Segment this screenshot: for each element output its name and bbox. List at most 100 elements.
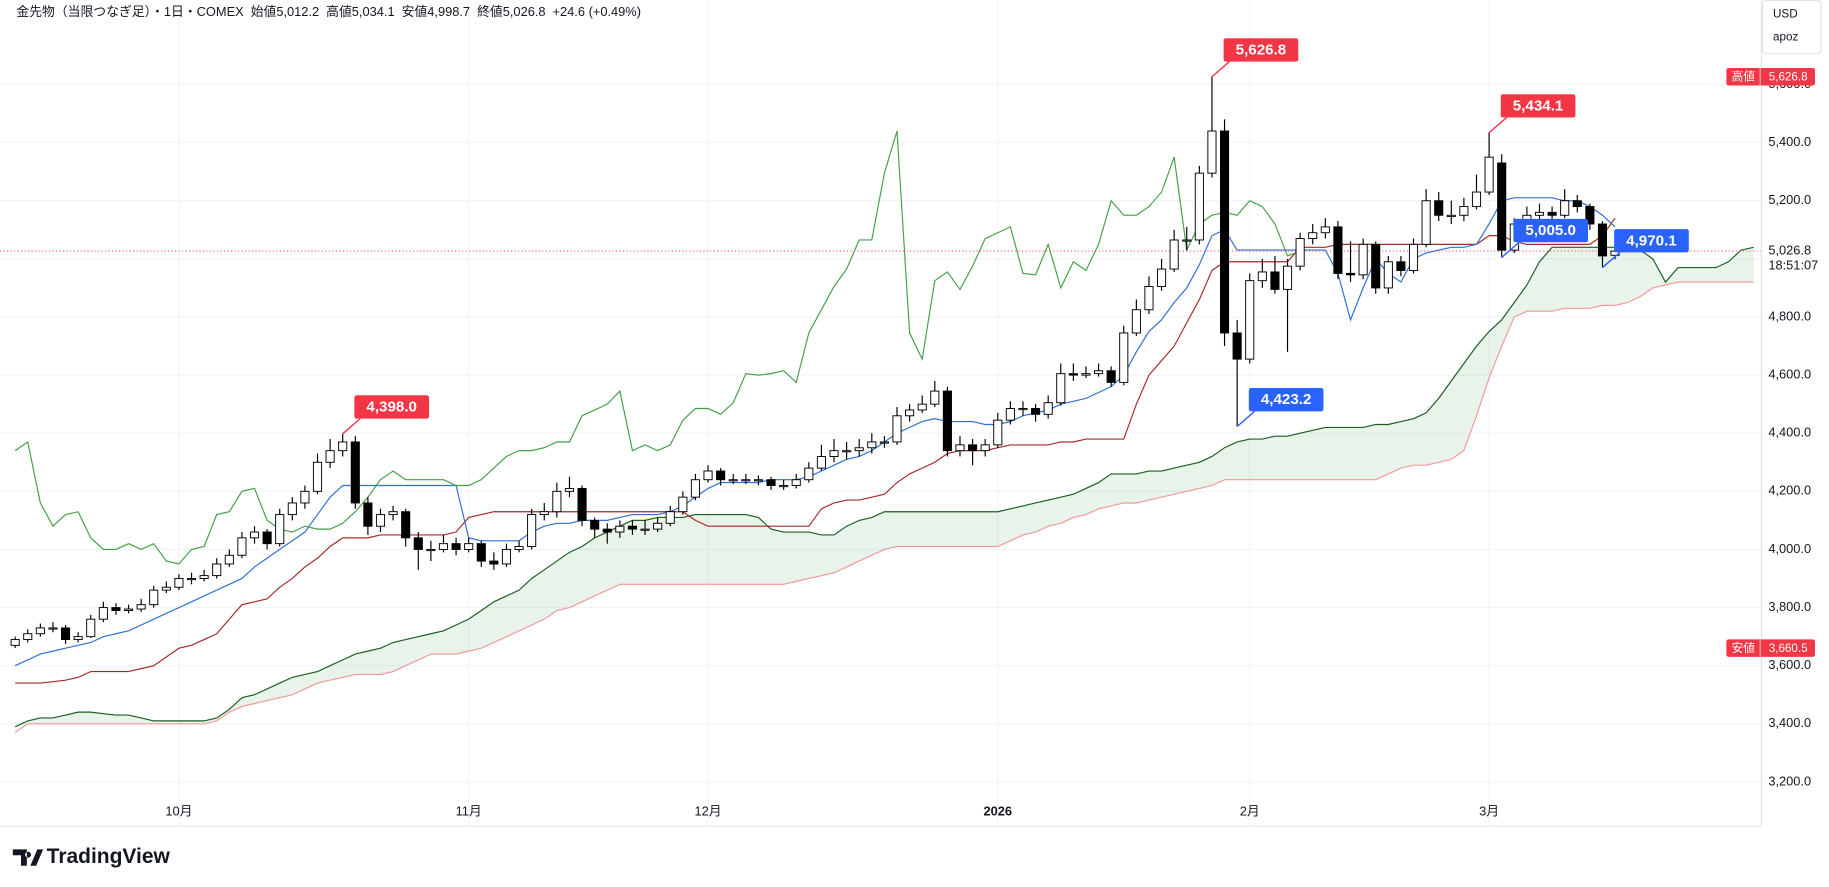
annotation-pointer [1501,241,1520,258]
candle-body [804,467,814,481]
cloud-fill [897,511,910,547]
candle-body [401,511,411,539]
cloud-fill [443,625,457,655]
cloud-fill [1375,424,1389,480]
candle-body [224,554,234,565]
ohlc-value: 5,034.1 [352,4,395,19]
candle-body [1094,370,1104,375]
candle-body [539,511,549,516]
cloud-fill [758,517,772,585]
candle-body [640,528,650,531]
annotation-box [1500,94,1576,118]
cloud-fill [1048,497,1061,527]
cloud-fill [1564,247,1578,309]
x-tick-label: 11月 [456,803,482,818]
cloud-fill [846,520,860,567]
candle-body [1081,373,1091,376]
price-tag-value: 3,660.5 [1769,642,1808,655]
cloud-fill [191,720,205,724]
candle-body [1131,309,1141,334]
candle-body [426,548,436,552]
candle-body [1018,408,1028,411]
candle-body [1157,268,1167,287]
candle-body [1106,370,1116,383]
candle-body [98,607,108,620]
candle-body [350,441,360,504]
cloud-fill [1678,267,1691,283]
candle-body [1308,232,1318,239]
candle-body [980,444,990,452]
candle-body [275,514,285,545]
candle-body [161,586,171,591]
cloud-fill [657,517,671,585]
cloud-fill [695,514,709,585]
candle-body [527,514,537,548]
candle-body [577,487,587,521]
cloud-fill [1010,505,1023,541]
candle-body [665,511,675,524]
cloud-fill [405,636,419,666]
candle-body [149,589,159,606]
candle-body [413,537,423,550]
cloud-fill [1715,261,1729,283]
candle-body [1434,200,1444,216]
cloud-fill [52,715,66,724]
candle-body [1396,261,1406,271]
cloud-fill [1237,439,1250,480]
candle-body [1408,243,1419,271]
cloud-fill [947,511,960,547]
cloud-fill [1085,482,1099,515]
annotation-label: 5,005.0 [1525,222,1576,239]
annotation-label: 5,626.8 [1236,41,1287,58]
cloud-fill [456,619,469,655]
candle-body [1119,332,1129,383]
candle-body [501,548,512,565]
price-tag-label: 安値 [1732,641,1756,655]
annotation-pointer [1602,251,1621,269]
y-tick-label: 5,200.0 [1768,192,1811,207]
candle-body [728,479,738,482]
annotation-box [1513,218,1589,243]
candle-body [716,470,726,481]
candle-body [552,490,562,513]
candle-body [879,441,889,444]
cloud-fill [342,654,356,678]
cloud-fill [1526,261,1540,312]
candle-body [489,560,499,565]
cloud-fill [128,715,142,724]
candle-body [703,470,713,481]
annotation-box [1248,387,1324,412]
cloud-fill [304,671,318,689]
cloud-fill [745,514,759,585]
candle-body [375,514,386,527]
y-tick-label: 4,400.0 [1768,425,1811,440]
cloud-fill [1249,439,1263,480]
annotation-label: 4,423.2 [1261,391,1312,408]
candle-body [917,403,927,411]
candle-body [123,608,134,611]
cloud-fill [1073,488,1086,518]
cloud-fill [682,514,696,585]
cloud-fill [771,529,784,585]
cloud-fill [1224,441,1238,480]
candle-body [136,604,146,610]
cloud-fill [531,569,545,626]
candle-body [1005,408,1015,421]
price-tag [1726,639,1816,657]
cloud-fill [1438,380,1452,463]
cloud-fill [493,595,507,643]
candle-body [1333,226,1343,274]
cloud-fill [204,717,217,724]
cloud-fill [78,712,91,724]
cloud-fill [1174,465,1187,495]
candle-body [1446,214,1456,217]
candle-body [1056,373,1066,404]
cloud-fill [1451,363,1464,460]
candle-body [287,502,297,516]
cloud-fill [15,720,28,733]
candle-body [111,607,121,611]
cloud-fill [1186,462,1200,492]
cloud-fill [468,610,482,652]
candle-body [1383,261,1393,289]
candle-body [678,496,688,513]
